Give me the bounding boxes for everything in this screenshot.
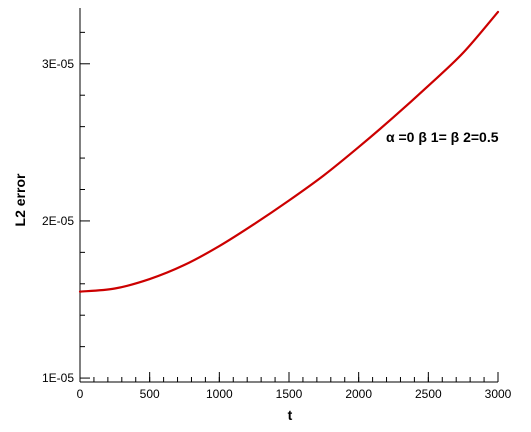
series-layer [78,10,500,293]
x-tick-label: 2000 [345,387,372,401]
x-tick-label: 500 [140,387,160,401]
annotation-beta1: β [418,129,427,145]
axis-ticks [79,31,499,382]
annotation-alpha-value: =0 [399,129,419,145]
x-tick-label: 3000 [485,387,512,401]
y-tick-label: 1E-05 [42,371,74,385]
y-tick-label: 3E-05 [42,57,74,71]
axis-labels: 0 500 1000 1500 2000 2500 3000 1E-05 2E-05 3E-05 [42,57,512,401]
y-tick-label: 2E-05 [42,214,74,228]
annotation-alpha: α [386,129,395,145]
series-line [78,10,500,293]
x-axis-title: t [288,407,293,423]
plot-frame [79,8,498,383]
annotation-beta2-value: 2=0.5 [463,129,499,145]
y-axis-title: L2 error [12,173,28,226]
chart-annotation: α =0 β 1= β 2=0.5 [386,129,499,145]
x-tick-label: 1500 [276,387,303,401]
x-tick-label: 2500 [415,387,442,401]
x-tick-label: 1000 [206,387,233,401]
x-tick-label: 0 [77,387,84,401]
annotation-beta1-suffix: 1= [431,129,447,145]
annotation-beta2: β [451,129,460,145]
